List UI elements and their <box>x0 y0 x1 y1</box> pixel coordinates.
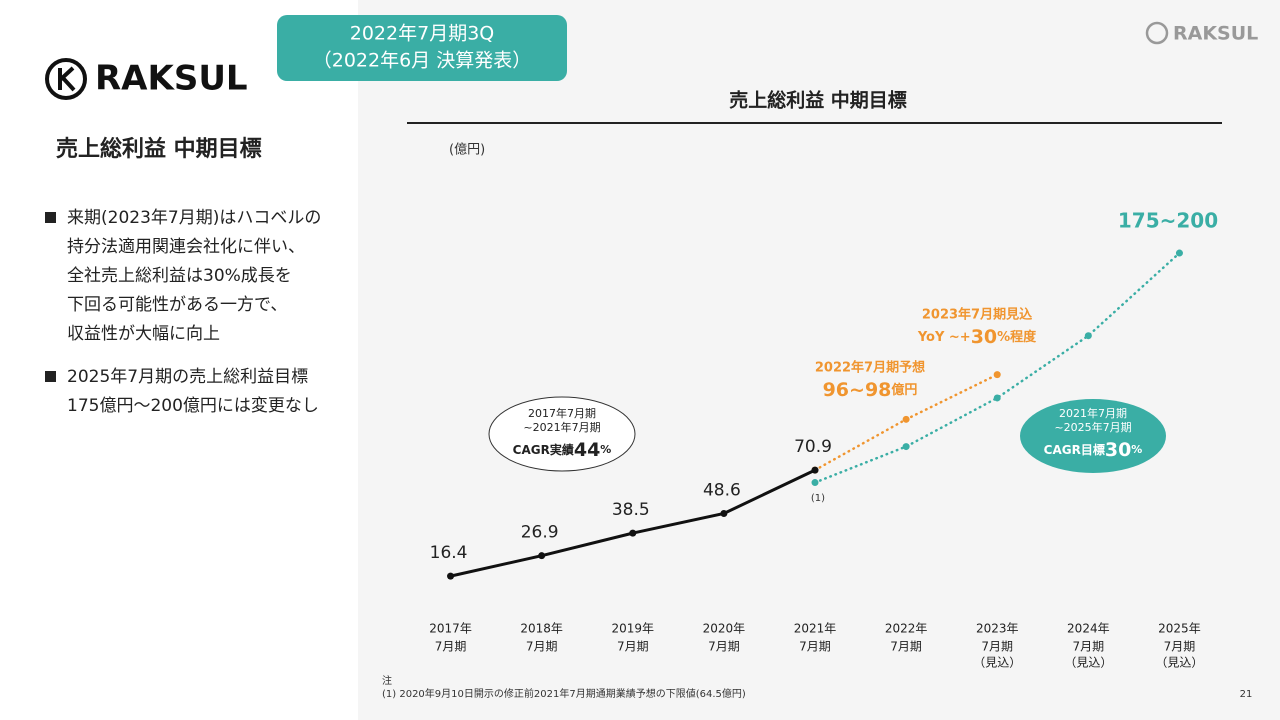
annotation: % <box>1131 443 1142 456</box>
x-tick-label: 7月期 <box>435 640 467 654</box>
x-tick-label: （見込） <box>973 656 1021 670</box>
x-tick-label: 7月期 <box>890 640 922 654</box>
logo-icon <box>58 66 76 92</box>
point <box>447 572 455 580</box>
annotation: CAGR実績 <box>513 442 574 457</box>
bullets: 来期(2023年7月期)はハコベルの持分法適用関連会社化に伴い、全社売上総利益は… <box>45 208 321 416</box>
point <box>993 371 1001 379</box>
chart-panel <box>358 0 1280 720</box>
x-tick-label: 2021年 <box>794 622 837 636</box>
annotation: (1) <box>811 493 825 504</box>
annotation: 44 <box>574 439 600 461</box>
x-tick-label: （見込） <box>1064 656 1112 670</box>
bullet-marker <box>45 212 56 223</box>
logo-text: RAKSUL <box>1173 23 1258 45</box>
bullet-text: 下回る可能性がある一方で、 <box>67 295 287 315</box>
annotation: YoY ~+ <box>917 330 971 345</box>
x-tick-label: 2019年 <box>612 622 655 636</box>
x-tick-label: 2020年 <box>703 622 746 636</box>
annotation: 30 <box>971 326 997 348</box>
annotation: 2021年7月期 <box>1059 406 1127 420</box>
annotation: % <box>600 443 611 456</box>
x-tick-label: 7月期 <box>799 640 831 654</box>
annotation: YoY ~+30%程度 <box>917 326 1037 348</box>
chart-title: 売上総利益 中期目標 <box>729 89 907 112</box>
x-tick-label: 7月期 <box>981 640 1013 654</box>
point <box>629 529 637 537</box>
annotation: 2023年7月期見込 <box>922 307 1033 323</box>
x-tick-label: 7月期 <box>617 640 649 654</box>
x-tick-label: 2023年 <box>976 622 1019 636</box>
logo-icon <box>1145 21 1169 45</box>
annotation: CAGR実績44% <box>513 439 612 461</box>
cagr-bubble <box>1020 399 1166 473</box>
point <box>902 443 910 451</box>
bullet-text: 175億円～200億円には変更なし <box>67 396 319 416</box>
note: (1) 2020年9月10日開示の修正前2021年7月期通期業績予想の下限値(6… <box>382 687 746 700</box>
note: 注 <box>382 674 392 687</box>
bullet-text: 来期(2023年7月期)はハコベルの <box>67 208 321 228</box>
annotation: %程度 <box>997 329 1037 345</box>
point <box>993 394 1001 402</box>
point <box>720 509 728 517</box>
bullet-marker <box>45 371 56 382</box>
x-tick-label: 2017年 <box>429 622 472 636</box>
badge-text: （2022年6月 決算発表） <box>313 50 531 72</box>
x-tick-label: 2018年 <box>520 622 563 636</box>
point <box>538 552 546 560</box>
bullet-text: 2025年7月期の売上総利益目標 <box>67 367 308 387</box>
bullet-text: 収益性が大幅に向上 <box>67 324 220 344</box>
logo-icon <box>45 58 87 100</box>
unit-label: (億円) <box>449 142 485 158</box>
x-tick-label: 7月期 <box>708 640 740 654</box>
plot: 2017年7月期2018年7月期2019年7月期2020年7月期2021年7月期… <box>429 249 1203 670</box>
x-tick-label: 7月期 <box>1164 640 1196 654</box>
point <box>902 415 910 423</box>
annotation: CAGR目標 <box>1044 442 1105 457</box>
x-tick-label: 7月期 <box>526 640 558 654</box>
x-tick-label: 2024年 <box>1067 622 1110 636</box>
annotation: 175~200 <box>1118 209 1218 233</box>
annotation: 30 <box>1105 439 1131 461</box>
logo-text: RAKSUL <box>95 59 248 99</box>
annotation: 億円 <box>891 382 917 398</box>
bullet-text: 持分法適用関連会社化に伴い、 <box>67 237 305 257</box>
annotation: 96~98 <box>823 379 892 401</box>
data-label: 70.9 <box>794 437 832 457</box>
annotation: ~2021年7月期 <box>523 420 600 434</box>
bullet-text: 全社売上総利益は30%成長を <box>67 266 292 286</box>
point <box>811 466 819 474</box>
data-label: 48.6 <box>703 480 741 500</box>
data-label: 38.5 <box>612 500 650 520</box>
annotation: 2017年7月期 <box>528 406 596 420</box>
annotation: 96~98億円 <box>823 379 918 401</box>
data-label: 26.9 <box>521 523 559 543</box>
x-tick-label: 2025年 <box>1158 622 1201 636</box>
page-number: 21 <box>1240 689 1253 700</box>
data-label: 16.4 <box>430 543 468 563</box>
x-tick-label: 2022年 <box>885 622 928 636</box>
page-title: 売上総利益 中期目標 <box>56 136 262 162</box>
cagr-bubble <box>488 396 636 472</box>
x-tick-label: 7月期 <box>1073 640 1105 654</box>
badge-text: 2022年7月期3Q <box>350 23 495 45</box>
annotation: CAGR目標30% <box>1044 439 1143 461</box>
annotation: ~2025年7月期 <box>1054 420 1131 434</box>
point <box>1175 249 1183 257</box>
x-tick-label: （見込） <box>1155 656 1203 670</box>
point <box>811 479 819 487</box>
series-line <box>813 251 1181 484</box>
annotation: 2022年7月期予想 <box>815 360 925 376</box>
badge <box>277 15 567 81</box>
point <box>1084 332 1092 340</box>
